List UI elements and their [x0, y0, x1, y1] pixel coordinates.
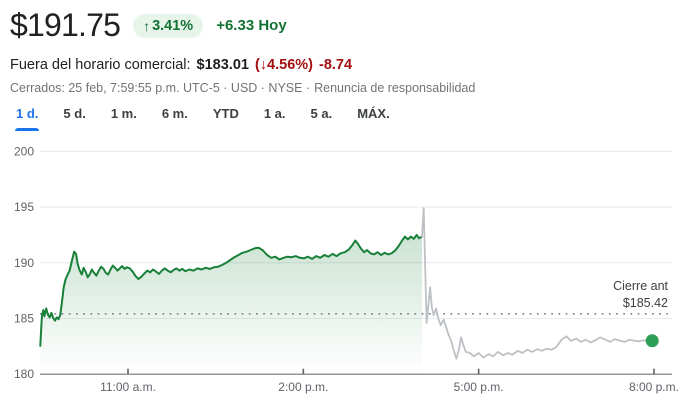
tab-1m[interactable]: 1 m. — [110, 102, 138, 131]
tab-6m[interactable]: 6 m. — [161, 102, 189, 131]
tab-ytd[interactable]: YTD — [212, 102, 240, 131]
y-axis-label: 180 — [14, 367, 34, 381]
after-hours-change: -8.74 — [318, 57, 353, 73]
tab-5d[interactable]: 5 d. — [62, 102, 86, 131]
x-axis-label: 8:00 p.m. — [629, 380, 679, 394]
change-percent: 3.41% — [152, 17, 194, 34]
tab-label: MÁX. — [357, 106, 390, 121]
latest-price-dot — [645, 334, 659, 348]
price-header: $191.75 ↑ 3.41% +6.33 Hoy — [10, 7, 287, 44]
prev-close-label: Cierre ant — [613, 279, 668, 293]
after-hours-label: Fuera del horario comercial: — [10, 57, 191, 73]
after-hours-percent: (↓4.56%) — [254, 57, 313, 73]
y-axis-label: 195 — [14, 200, 34, 214]
after-hours-price: $183.01 — [196, 57, 249, 73]
tab-label: YTD — [212, 106, 239, 121]
tab-max[interactable]: MÁX. — [356, 102, 391, 131]
tab-5a[interactable]: 5 a. — [310, 102, 334, 131]
price-chart[interactable]: 200 195 190 185 180 11:00 a.m. 2:00 p.m. 5:00 p… — [0, 135, 685, 409]
disclaimer-link[interactable]: Renuncia de responsabilidad — [314, 81, 476, 95]
tab-label: 1 a. — [263, 106, 286, 121]
change-percent-badge: ↑ 3.41% — [133, 13, 204, 38]
change-today: +6.33 Hoy — [216, 17, 287, 34]
x-axis-label: 5:00 p.m. — [454, 380, 504, 394]
y-axis-label: 200 — [14, 144, 34, 158]
x-axis-label: 11:00 a.m. — [100, 380, 156, 394]
current-price: $191.75 — [10, 7, 121, 43]
range-tabs: 1 d. 5 d. 1 m. 6 m. YTD 1 a. 5 a. MÁX. — [15, 102, 391, 131]
tab-label: 5 d. — [63, 106, 86, 121]
after-hours-line — [421, 207, 654, 360]
after-hours-row: Fuera del horario comercial: $183.01 (↓4… — [10, 57, 352, 73]
y-axis-label: 190 — [14, 256, 34, 270]
tab-1a[interactable]: 1 a. — [263, 102, 287, 131]
active-tab-underline — [15, 128, 40, 131]
market-status-text: Cerrados: 25 feb, 7:59:55 p.m. UTC-5 · U… — [10, 81, 311, 95]
x-axis-label: 2:00 p.m. — [278, 380, 328, 394]
tab-label: 6 m. — [161, 106, 188, 121]
regular-session-area — [40, 234, 423, 375]
tab-1d[interactable]: 1 d. — [15, 102, 40, 131]
y-axis-label: 185 — [14, 312, 34, 326]
tab-label: 1 d. — [16, 106, 39, 121]
market-status-row: Cerrados: 25 feb, 7:59:55 p.m. UTC-5 · U… — [10, 81, 475, 95]
regular-session-line — [39, 233, 423, 347]
tab-label: 5 a. — [310, 106, 333, 121]
prev-close-value: $185.42 — [623, 296, 668, 310]
tab-label: 1 m. — [110, 106, 137, 121]
up-arrow-icon: ↑ — [143, 17, 151, 34]
